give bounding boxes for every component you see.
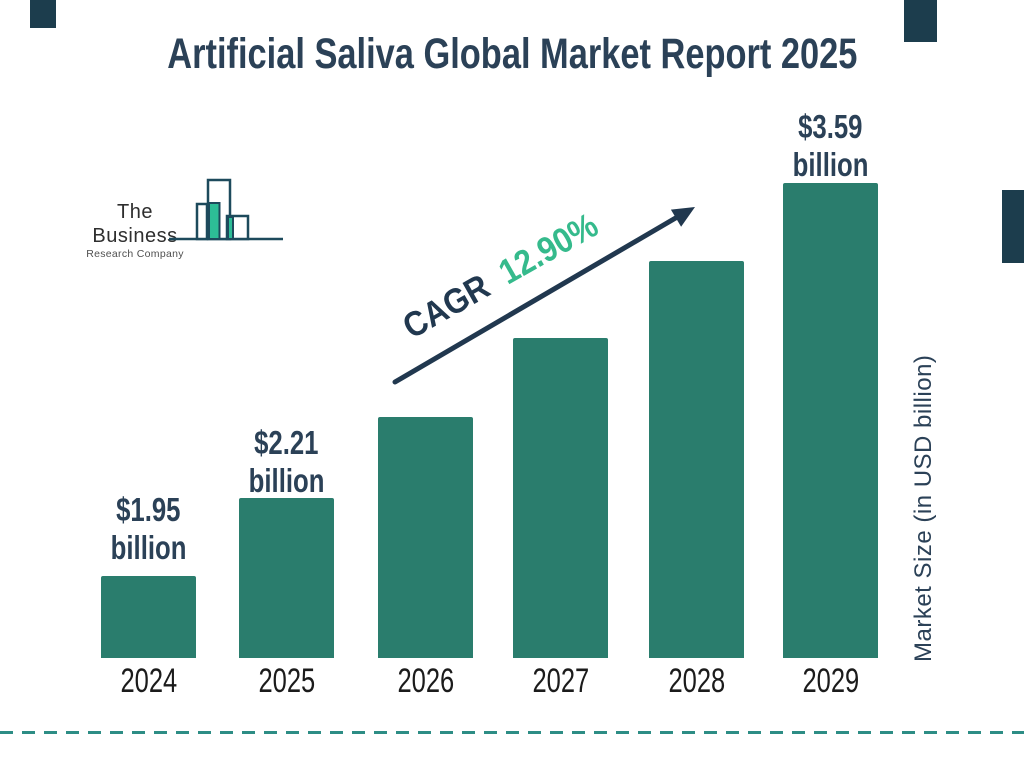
x-label-2025: 2025: [258, 662, 315, 700]
edge-accent-right: [1002, 190, 1024, 263]
value-label-2025: $2.21 billion: [248, 424, 325, 499]
logo-name: The Business: [92, 201, 178, 247]
bottom-dashed-divider: [0, 731, 1024, 734]
bar-2028: [649, 261, 744, 658]
value-label-2024: $1.95 billion: [110, 491, 187, 566]
x-label-2024: 2024: [120, 662, 177, 700]
logo-bar-chart-icon: [169, 178, 283, 241]
bar-2027: [513, 338, 608, 658]
x-label-2029: 2029: [802, 662, 859, 700]
bar-2025: [239, 498, 334, 658]
x-label-2027: 2027: [532, 662, 589, 700]
value-label-2029: $3.59 billion: [792, 108, 869, 183]
corner-accent-top-left: [30, 0, 56, 28]
bar-2026: [378, 417, 473, 658]
x-label-2028: 2028: [668, 662, 725, 700]
cagr-trend-arrow: [392, 207, 695, 385]
x-label-2026: 2026: [397, 662, 454, 700]
bar-2029: [783, 183, 878, 658]
bar-2024: [101, 576, 196, 658]
company-logo: The Business Research Company: [74, 200, 196, 260]
logo-subname: Research Company: [86, 248, 184, 260]
y-axis-title: Market Size (in USD billion): [910, 354, 937, 662]
corner-accent-top-right: [904, 0, 937, 42]
page-title: Artificial Saliva Global Market Report 2…: [166, 30, 858, 78]
